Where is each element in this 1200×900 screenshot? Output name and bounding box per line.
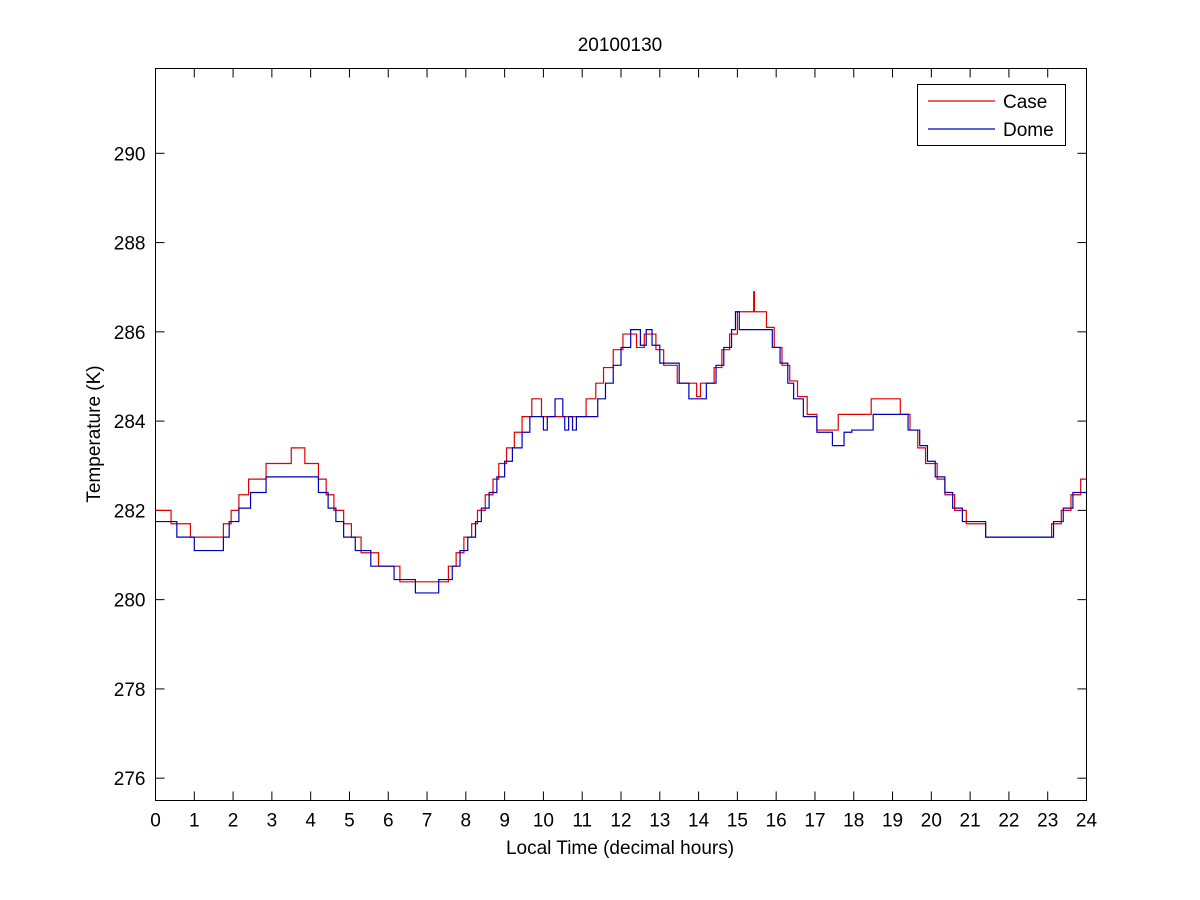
y-tick-label: 276 xyxy=(114,769,146,790)
legend: Case Dome xyxy=(917,84,1066,146)
y-tick-label: 280 xyxy=(114,591,146,612)
x-tick-label: 6 xyxy=(383,811,394,832)
plot-area-frame xyxy=(155,68,1087,801)
series-lines xyxy=(155,291,1087,594)
legend-box xyxy=(917,84,1066,146)
y-tick-label: 288 xyxy=(114,234,146,255)
x-axis-title: Local Time (decimal hours) xyxy=(506,838,734,859)
chart-title: 20100130 xyxy=(578,35,663,56)
x-tick-label: 3 xyxy=(267,811,278,832)
legend-label-case: Case xyxy=(1003,92,1047,113)
x-tick-label: 7 xyxy=(422,811,433,832)
x-tick-label: 21 xyxy=(960,811,981,832)
x-tick-label: 1 xyxy=(189,811,200,832)
x-tick-label: 18 xyxy=(843,811,864,832)
x-tick-label: 15 xyxy=(727,811,748,832)
x-tick-label: 0 xyxy=(150,811,161,832)
x-tick-label: 4 xyxy=(305,811,316,832)
tick-labels: 0 1 2 3 4 5 6 7 8 9 10 11 12 13 14 15 16 17 18 19 20 21 22 23 24… xyxy=(114,144,1098,831)
x-tick-label: 24 xyxy=(1076,811,1098,832)
y-tick-label: 282 xyxy=(114,501,146,522)
x-tick-label: 12 xyxy=(610,811,631,832)
x-tick-label: 10 xyxy=(533,811,554,832)
y-tick-label: 278 xyxy=(114,680,146,701)
x-tick-label: 23 xyxy=(1037,811,1058,832)
x-tick-label: 11 xyxy=(572,811,592,832)
x-tick-label: 9 xyxy=(499,811,510,832)
x-tick-label: 16 xyxy=(766,811,787,832)
legend-label-dome: Dome xyxy=(1003,120,1054,141)
y-tick-label: 290 xyxy=(114,144,146,165)
x-tick-label: 17 xyxy=(804,811,825,832)
x-tick-label: 14 xyxy=(688,811,710,832)
x-tick-label: 5 xyxy=(344,811,355,832)
x-tick-label: 2 xyxy=(228,811,239,832)
axis-ticks xyxy=(155,68,1087,801)
series-line-case xyxy=(155,291,1087,583)
x-tick-label: 8 xyxy=(461,811,472,832)
series-line-dome xyxy=(155,311,1087,594)
x-tick-label: 19 xyxy=(882,811,903,832)
y-tick-label: 286 xyxy=(114,323,146,344)
x-tick-label: 13 xyxy=(649,811,670,832)
y-axis-title: Temperature (K) xyxy=(84,365,105,502)
y-tick-label: 284 xyxy=(114,412,146,433)
x-tick-label: 20 xyxy=(921,811,942,832)
x-tick-label: 22 xyxy=(998,811,1019,832)
